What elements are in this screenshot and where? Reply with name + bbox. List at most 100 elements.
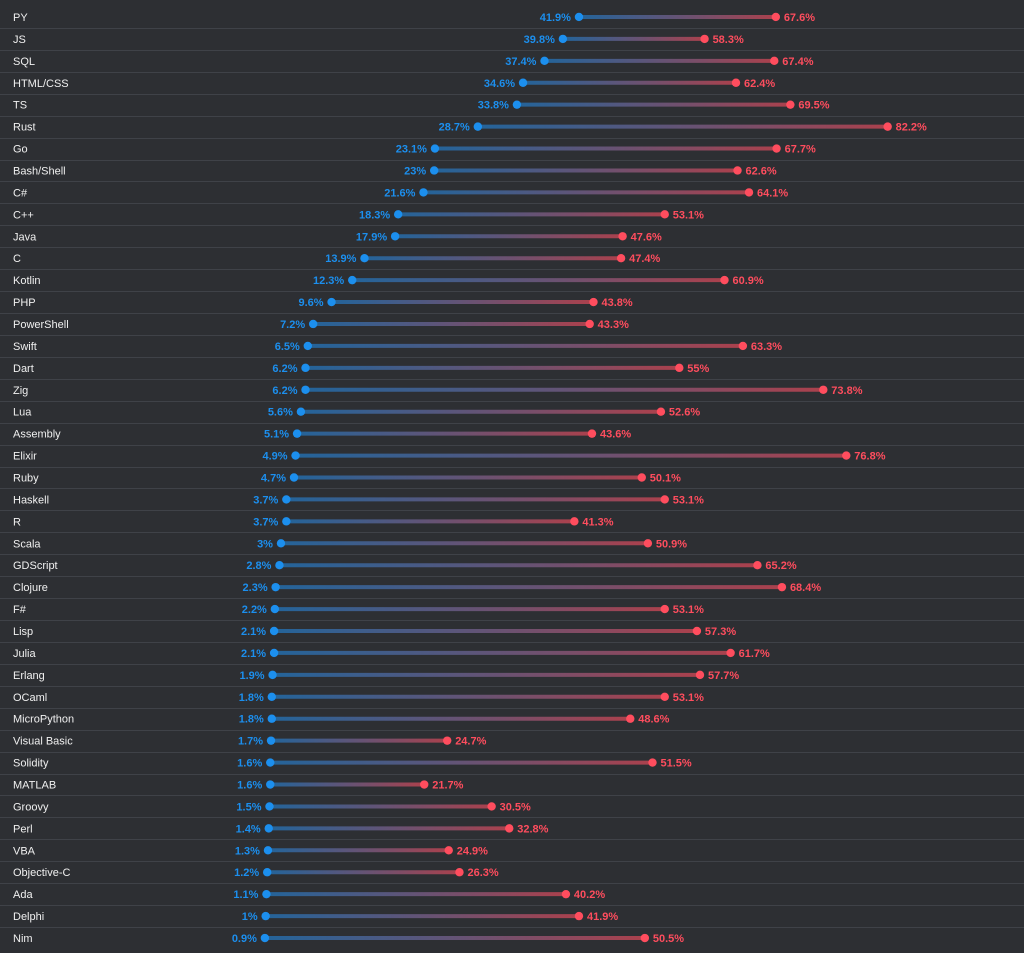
category-label: PHP [13, 297, 36, 309]
data-label-higher: 62.4% [744, 78, 775, 90]
data-label-lower: 1.1% [233, 889, 258, 901]
data-label-lower: 2.3% [243, 582, 268, 594]
data-label-higher: 41.9% [587, 911, 618, 923]
point-higher [883, 122, 892, 131]
data-label-higher: 67.7% [785, 144, 816, 156]
chart-row: Scala 3% 50.9% [0, 538, 1024, 555]
chart-row: Swift 6.5% 63.3% [0, 341, 1024, 358]
data-label-lower: 5.1% [264, 429, 289, 441]
data-label-lower: 13.9% [325, 253, 356, 265]
point-lower [267, 692, 276, 701]
data-label-higher: 53.1% [673, 692, 704, 704]
point-lower [275, 561, 284, 570]
chart-row: Objective-C 1.2% 26.3% [0, 867, 1024, 884]
point-higher [585, 319, 594, 329]
chart-row: C# 21.6% 64.1% [0, 187, 1024, 204]
data-label-higher: 73.8% [831, 385, 862, 397]
category-label: GDScript [13, 560, 58, 572]
data-label-lower: 21.6% [384, 187, 415, 199]
point-higher [660, 210, 669, 219]
point-lower [512, 100, 522, 109]
data-label-higher: 67.6% [784, 12, 815, 24]
data-label-higher: 57.3% [705, 626, 736, 638]
chart-row: PHP 9.6% 43.8% [0, 297, 1024, 314]
category-label: Java [13, 231, 37, 243]
category-label: Lisp [13, 626, 33, 638]
chart-row: PowerShell 7.2% 43.3% [0, 319, 1024, 336]
category-label: Zig [13, 385, 28, 397]
data-label-lower: 1.8% [239, 714, 264, 726]
point-higher [637, 473, 646, 482]
category-label: VBA [13, 845, 36, 857]
category-label: Ada [13, 889, 33, 901]
point-higher [744, 188, 754, 197]
category-label: Solidity [13, 758, 49, 770]
point-higher [660, 604, 669, 614]
point-lower [264, 824, 273, 833]
data-label-higher: 63.3% [751, 341, 782, 353]
category-label: F# [13, 604, 27, 616]
data-label-lower: 33.8% [478, 100, 509, 112]
data-label-higher: 43.8% [602, 297, 633, 309]
point-higher [842, 451, 851, 460]
data-label-lower: 6.2% [272, 363, 297, 375]
point-lower [301, 363, 310, 373]
point-lower [540, 56, 549, 66]
chart-row: Clojure 2.3% 68.4% [0, 582, 1024, 599]
category-label: Dart [13, 363, 34, 375]
data-label-lower: 5.6% [268, 407, 293, 419]
data-label-higher: 50.5% [653, 933, 684, 945]
data-label-lower: 0.9% [232, 933, 257, 945]
point-lower [473, 122, 483, 131]
chart-row: MATLAB 1.6% 21.7% [0, 780, 1024, 796]
point-higher [574, 911, 584, 921]
data-label-higher: 41.3% [582, 516, 613, 528]
data-label-higher: 58.3% [713, 34, 744, 46]
point-lower [429, 166, 439, 175]
point-higher [643, 539, 653, 548]
point-higher [570, 517, 579, 526]
chart-row: PY 41.9% 67.6% [0, 12, 1024, 29]
data-label-higher: 76.8% [854, 451, 885, 463]
category-label: TS [13, 100, 27, 112]
data-label-lower: 23% [404, 165, 426, 177]
point-lower [291, 451, 300, 460]
category-label: HTML/CSS [13, 78, 69, 90]
chart-row: Zig 6.2% 73.8% [0, 385, 1024, 402]
data-label-lower: 2.2% [242, 604, 267, 616]
point-lower [282, 517, 291, 526]
data-label-lower: 1.6% [237, 780, 262, 792]
point-lower [303, 341, 312, 351]
data-label-higher: 30.5% [500, 801, 531, 813]
data-label-higher: 43.3% [598, 319, 629, 331]
chart-row: Lua 5.6% 52.6% [0, 407, 1024, 424]
chart-row: GDScript 2.8% 65.2% [0, 560, 1024, 577]
data-label-lower: 6.2% [272, 385, 297, 397]
data-label-lower: 37.4% [505, 56, 536, 68]
category-label: C++ [13, 209, 34, 221]
point-lower [574, 12, 584, 22]
point-lower [289, 473, 299, 482]
point-higher [444, 846, 453, 855]
data-label-lower: 41.9% [540, 12, 571, 24]
point-higher [738, 341, 748, 351]
point-lower [265, 802, 274, 811]
data-label-lower: 1.5% [236, 801, 261, 813]
data-label-higher: 51.5% [660, 758, 691, 770]
chart-row: Groovy 1.5% 30.5% [0, 801, 1024, 818]
data-label-lower: 4.9% [262, 451, 287, 463]
point-lower [261, 911, 270, 921]
point-lower [419, 188, 428, 197]
point-higher [786, 100, 795, 109]
data-label-lower: 7.2% [280, 319, 305, 331]
point-lower [267, 714, 276, 723]
category-label: Visual Basic [13, 736, 73, 748]
data-label-lower: 1% [242, 911, 258, 923]
chart-row: HTML/CSS 34.6% 62.4% [0, 78, 1024, 95]
data-label-higher: 53.1% [673, 209, 704, 221]
data-label-higher: 65.2% [765, 560, 796, 572]
category-label: Assembly [13, 429, 61, 441]
point-lower [292, 429, 302, 438]
chart-row: Delphi 1% 41.9% [0, 911, 1024, 928]
